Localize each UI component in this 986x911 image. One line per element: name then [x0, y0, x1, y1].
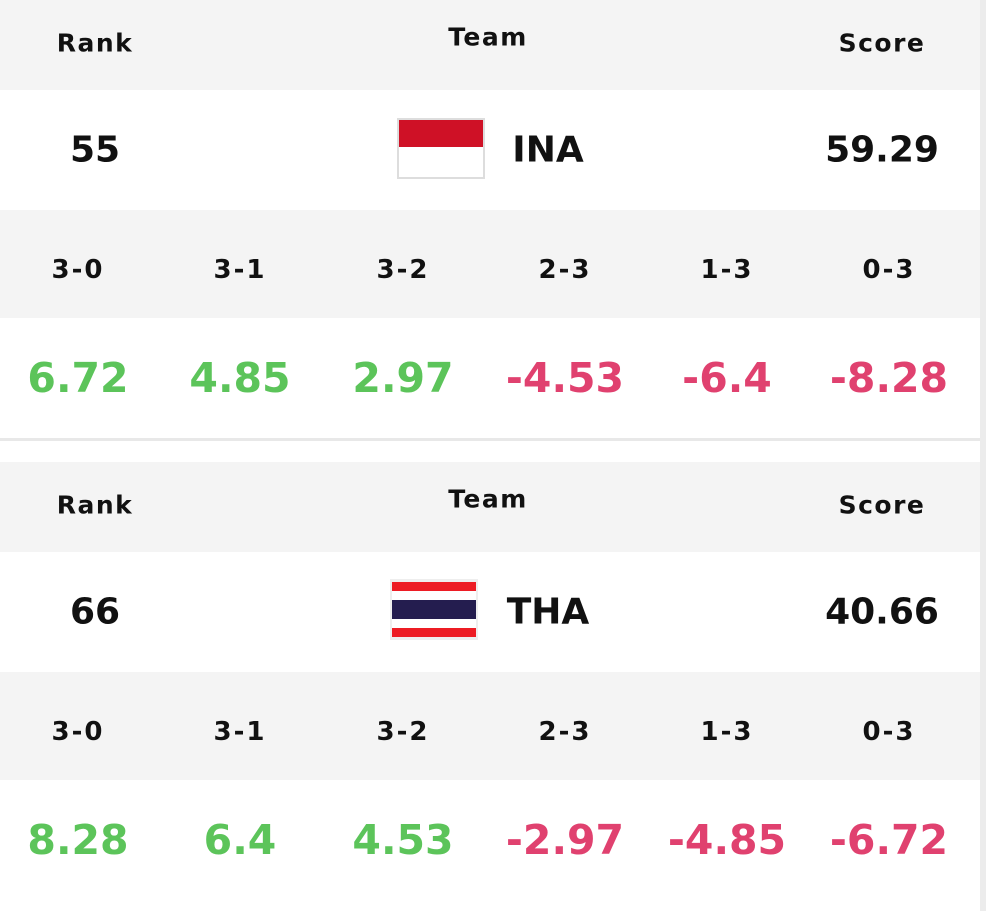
result-value: -8.28: [829, 354, 949, 402]
score-header: Score: [838, 490, 926, 520]
flag-thailand: [390, 579, 478, 640]
rank: 66: [69, 591, 121, 633]
result-value: 4.53: [352, 816, 454, 864]
score: 59.29: [825, 129, 939, 171]
result-label: 3-2: [376, 255, 430, 285]
result-label: 3-2: [376, 717, 430, 747]
score: 40.66: [825, 591, 939, 633]
result-value: 6.72: [27, 354, 129, 402]
result-label: 3-0: [51, 717, 105, 747]
team-header: Team: [448, 484, 528, 514]
result-label-row: [0, 672, 980, 780]
result-value: -4.53: [505, 354, 625, 402]
result-value: -6.72: [829, 816, 949, 864]
result-value: 8.28: [27, 816, 129, 864]
result-value: 2.97: [352, 354, 454, 402]
divider: [0, 438, 980, 441]
team-header: Team: [448, 22, 528, 52]
result-value: -4.85: [667, 816, 787, 864]
result-value: -6.4: [682, 354, 772, 402]
flag-indonesia: [397, 118, 485, 179]
scroll-edge: [980, 0, 986, 911]
team-name: THA: [506, 591, 590, 633]
rank-header: Rank: [56, 490, 134, 520]
result-value: 6.4: [203, 816, 277, 864]
result-label: 3-0: [51, 255, 105, 285]
header-row: [0, 462, 980, 552]
result-label: 0-3: [862, 255, 916, 285]
result-label: 2-3: [538, 717, 592, 747]
result-label: 3-1: [213, 255, 267, 285]
result-label: 2-3: [538, 255, 592, 285]
team-name: INA: [512, 129, 584, 171]
result-label-row: [0, 210, 980, 318]
result-value: 4.85: [189, 354, 291, 402]
rank-header: Rank: [56, 28, 134, 58]
result-label: 0-3: [862, 717, 916, 747]
result-label: 3-1: [213, 717, 267, 747]
header-row: [0, 0, 980, 90]
result-label: 1-3: [700, 255, 754, 285]
result-value: -2.97: [505, 816, 625, 864]
result-label: 1-3: [700, 717, 754, 747]
score-header: Score: [838, 28, 926, 58]
rank: 55: [69, 129, 121, 171]
